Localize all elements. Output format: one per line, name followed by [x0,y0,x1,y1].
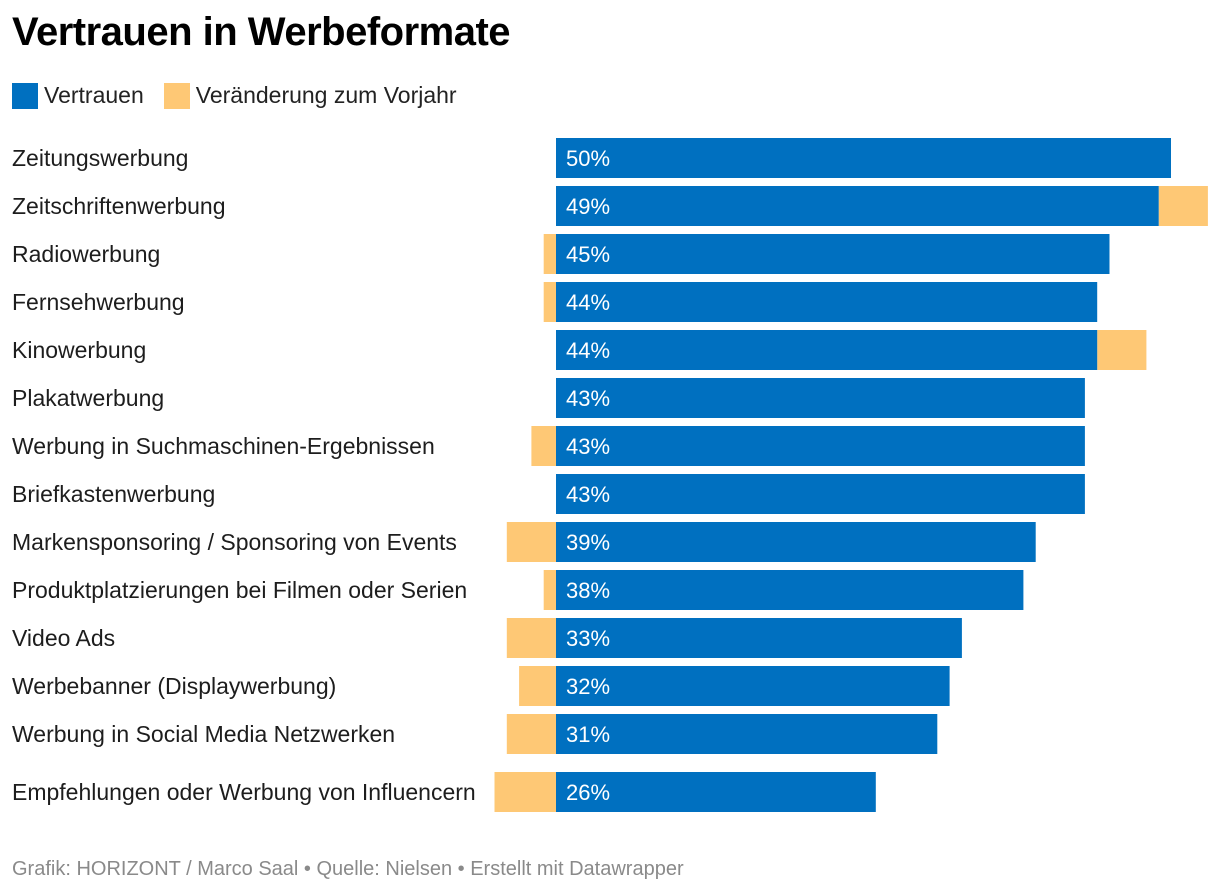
change-bar [1097,330,1147,370]
category-label: Werbung in Social Media Netzwerken [12,721,395,747]
change-bar [1158,186,1208,226]
value-label: 44% [566,338,610,363]
category-label: Fernsehwerbung [12,289,185,315]
trust-bar [556,426,1085,466]
value-label: 31% [566,722,610,747]
chart-title: Vertrauen in Werbeformate [12,10,511,54]
value-label: 49% [566,194,610,219]
trust-bar [556,772,876,812]
category-label: Produktplatzierungen bei Filmen oder Ser… [12,577,467,603]
trust-bar [556,522,1036,562]
trust-bar [556,282,1098,322]
footer-credits: Grafik: HORIZONT / Marco Saal • Quelle: … [12,858,684,880]
category-label: Kinowerbung [12,337,146,363]
value-label: 39% [566,530,610,555]
trust-bar [556,618,962,658]
trust-bar [556,714,938,754]
value-label: 43% [566,482,610,507]
category-label: Briefkastenwerbung [12,481,215,507]
change-bar [506,714,556,754]
category-label: Empfehlungen oder Werbung von Influencer… [12,779,476,805]
category-label: Werbebanner (Displaywerbung) [12,673,336,699]
legend-swatch-veraenderung [163,82,190,109]
category-label: Zeitschriftenwerbung [12,193,226,219]
legend-swatch-vertrauen [12,82,38,109]
legend-item-vertrauen: Vertrauen [12,82,144,109]
trust-bar [556,330,1098,370]
trust-bar [556,186,1159,226]
value-label: 38% [566,578,610,603]
legend-item-veraenderung: Veränderung zum Vorjahr [163,82,457,109]
trust-bar [556,666,950,706]
value-label: 43% [566,434,610,459]
category-label: Video Ads [12,625,115,651]
category-label: Radiowerbung [12,241,160,267]
change-bar [543,234,556,274]
value-label: 44% [566,290,610,315]
category-label: Markensponsoring / Sponsoring von Events [12,529,457,555]
category-label: Zeitungswerbung [12,145,188,171]
change-bar [543,282,556,322]
change-bar [506,522,556,562]
category-label: Werbung in Suchmaschinen-Ergebnissen [12,433,435,459]
trust-bar [556,234,1110,274]
category-label: Plakatwerbung [12,385,164,411]
legend-label-vertrauen: Vertrauen [44,82,144,108]
change-bar [519,666,556,706]
trust-bar [556,378,1085,418]
value-label: 45% [566,242,610,267]
trust-bar [556,138,1171,178]
change-bar [506,618,556,658]
value-label: 50% [566,146,610,171]
value-label: 43% [566,386,610,411]
trust-bar [556,570,1024,610]
value-label: 32% [566,674,610,699]
change-bar [531,426,556,466]
value-label: 33% [566,626,610,651]
legend-label-veraenderung: Veränderung zum Vorjahr [195,82,457,108]
trust-bar [556,474,1085,514]
change-bar [494,772,556,812]
legend: Vertrauen Veränderung zum Vorjahr [12,82,477,109]
value-label: 26% [566,780,610,805]
change-bar [543,570,556,610]
